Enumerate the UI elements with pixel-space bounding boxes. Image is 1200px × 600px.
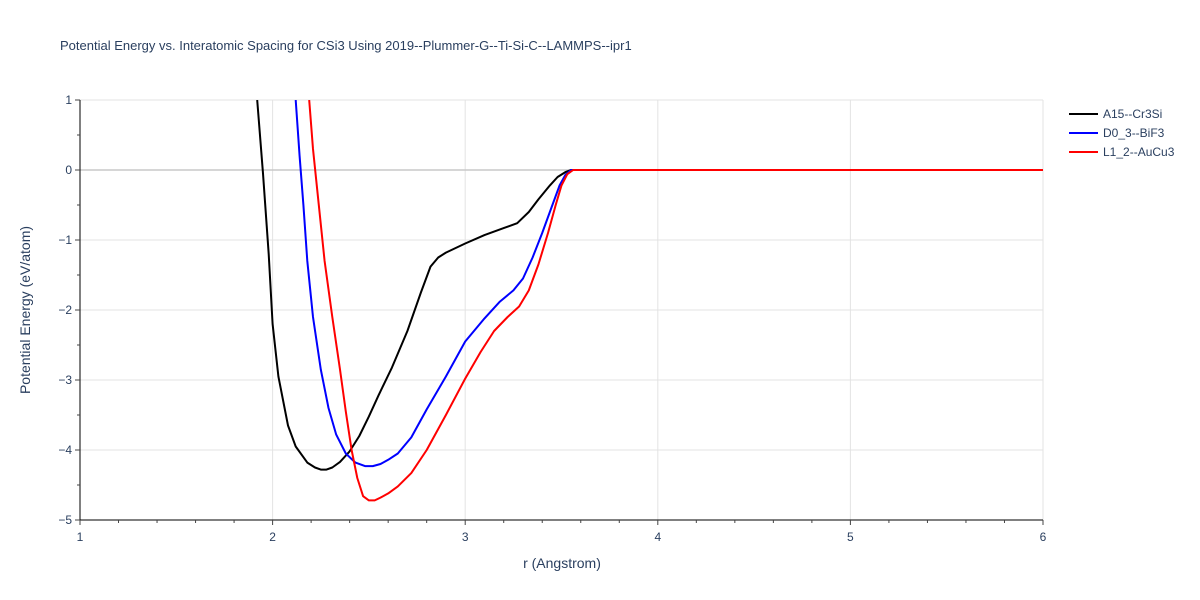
x-axis-title: r (Angstrom) [523, 555, 601, 571]
plot-area [256, 100, 1043, 502]
legend-label: L1_2--AuCu3 [1103, 145, 1175, 159]
series-line-2 [294, 100, 1043, 468]
y-tick-label: −1 [58, 233, 72, 247]
legend-item[interactable]: D0_3--BiF3 [1069, 126, 1165, 140]
y-tick-label: −2 [58, 303, 72, 317]
series-line-1 [256, 100, 1043, 471]
legend-label: D0_3--BiF3 [1103, 126, 1165, 140]
x-tick-label: 6 [1040, 530, 1047, 544]
y-tick-label: −5 [58, 513, 72, 527]
x-tick-label: 4 [654, 530, 661, 544]
x-tick-label: 1 [77, 530, 84, 544]
y-tick-label: −4 [58, 443, 72, 457]
x-tick-label: 3 [462, 530, 469, 544]
legend: A15--Cr3Si D0_3--BiF3 L1_2--AuCu3 [1069, 107, 1175, 159]
series-line-3 [308, 100, 1043, 502]
axes: 1 2 3 4 5 6 1 0 −1 −2 −3 −4 −5 [58, 93, 1046, 544]
x-tick-label: 2 [269, 530, 276, 544]
x-tick-label: 5 [847, 530, 854, 544]
legend-label: A15--Cr3Si [1103, 107, 1162, 121]
legend-item[interactable]: A15--Cr3Si [1069, 107, 1162, 121]
grid [80, 99, 1044, 521]
legend-item[interactable]: L1_2--AuCu3 [1069, 145, 1175, 159]
y-tick-label: 1 [65, 93, 72, 107]
y-axis-title: Potential Energy (eV/atom) [17, 226, 33, 394]
y-tick-label: 0 [65, 163, 72, 177]
y-tick-label: −3 [58, 373, 72, 387]
chart-title: Potential Energy vs. Interatomic Spacing… [60, 38, 632, 53]
